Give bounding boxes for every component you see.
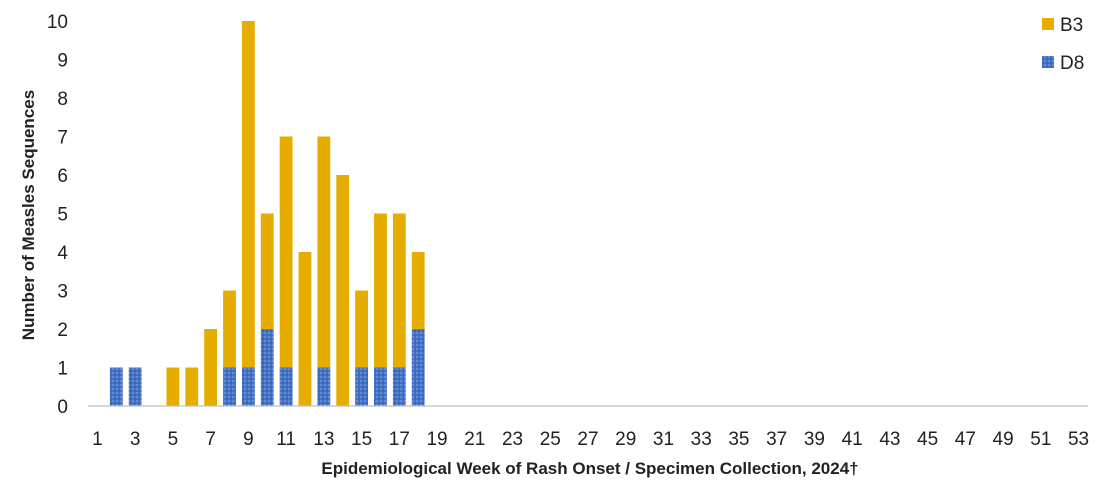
legend-swatch-b3 xyxy=(1042,18,1054,30)
bar-b3-week-8 xyxy=(223,290,236,368)
x-tick-label: 15 xyxy=(351,429,372,450)
x-tick-label: 43 xyxy=(879,429,900,450)
bar-b3-week-13 xyxy=(317,136,331,368)
y-tick-label: 2 xyxy=(57,320,68,341)
bar-d8-week-15 xyxy=(355,367,368,406)
legend-label-b3: B3 xyxy=(1060,15,1083,36)
y-axis-title: Number of Measles Sequences xyxy=(19,90,38,340)
x-tick-label: 25 xyxy=(540,429,561,450)
x-tick-label: 49 xyxy=(993,429,1014,450)
x-tick-label: 23 xyxy=(502,429,523,450)
bar-d8-week-10 xyxy=(260,329,274,406)
x-tick-label: 41 xyxy=(842,429,863,450)
y-tick-label: 8 xyxy=(57,89,68,110)
bar-d8-week-8 xyxy=(223,367,236,406)
bar-d8-week-18 xyxy=(411,329,425,406)
bar-d8-week-17 xyxy=(392,367,406,406)
y-tick-label: 9 xyxy=(57,51,68,72)
x-tick-label: 3 xyxy=(130,429,141,450)
x-tick-label: 13 xyxy=(313,429,334,450)
y-tick-label: 0 xyxy=(57,397,68,418)
x-tick-label: 35 xyxy=(728,429,749,450)
bar-b3-week-17 xyxy=(392,213,406,368)
x-tick-label: 53 xyxy=(1068,429,1089,450)
bar-d8-week-13 xyxy=(317,367,331,406)
legend: B3 D8 xyxy=(1042,15,1084,74)
x-tick-label: 7 xyxy=(205,429,216,450)
y-tick-label: 3 xyxy=(57,282,68,303)
legend-swatch-d8 xyxy=(1042,56,1054,68)
bar-b3-week-18 xyxy=(411,252,425,329)
bar-d8-week-16 xyxy=(374,367,387,406)
y-tick-label: 5 xyxy=(57,205,68,226)
bar-b3-week-15 xyxy=(355,290,368,368)
x-tick-label: 33 xyxy=(691,429,712,450)
y-tick-label: 7 xyxy=(57,128,68,149)
bar-b3-week-16 xyxy=(374,213,387,368)
x-tick-label: 19 xyxy=(426,429,447,450)
x-tick-label: 39 xyxy=(804,429,825,450)
x-axis-title: Epidemiological Week of Rash Onset / Spe… xyxy=(321,459,858,478)
x-tick-label: 21 xyxy=(464,429,485,450)
bar-b3-week-10 xyxy=(260,213,274,329)
x-tick-label: 51 xyxy=(1030,429,1051,450)
x-tick-label: 17 xyxy=(389,429,410,450)
bar-d8-week-3 xyxy=(128,367,142,406)
x-tick-label: 45 xyxy=(917,429,938,450)
x-tick-label: 29 xyxy=(615,429,636,450)
bar-b3-week-11 xyxy=(279,136,293,368)
y-tick-label: 1 xyxy=(57,359,68,380)
bar-b3-week-12 xyxy=(298,252,312,406)
bars-group xyxy=(109,21,425,406)
x-tick-label: 47 xyxy=(955,429,976,450)
x-tick-label: 9 xyxy=(243,429,254,450)
bar-b3-week-6 xyxy=(185,367,199,406)
y-tick-label: 10 xyxy=(47,12,68,33)
bar-d8-week-2 xyxy=(109,367,123,406)
legend-label-d8: D8 xyxy=(1060,53,1084,74)
y-tick-label: 6 xyxy=(57,166,68,187)
bar-b3-week-9 xyxy=(241,21,255,368)
x-axis-tick-labels: 1 3 5 7 9 11 13 15 17 19 21 23 25 27 29 31 33 35 37 39 41 43 4… xyxy=(92,429,1089,450)
x-tick-label: 1 xyxy=(92,429,103,450)
y-tick-label: 4 xyxy=(57,243,68,264)
bar-d8-week-11 xyxy=(279,367,293,406)
bar-b3-week-7 xyxy=(204,329,218,406)
x-tick-label: 11 xyxy=(276,429,296,450)
x-tick-label: 5 xyxy=(168,429,179,450)
bar-b3-week-5 xyxy=(166,367,180,406)
x-tick-label: 31 xyxy=(653,429,674,450)
bar-d8-week-9 xyxy=(241,367,255,406)
x-tick-label: 37 xyxy=(766,429,787,450)
x-tick-label: 27 xyxy=(577,429,598,450)
bar-b3-week-14 xyxy=(336,175,350,406)
y-axis-tick-labels: 0 1 2 3 4 5 6 7 8 9 10 xyxy=(47,12,69,418)
